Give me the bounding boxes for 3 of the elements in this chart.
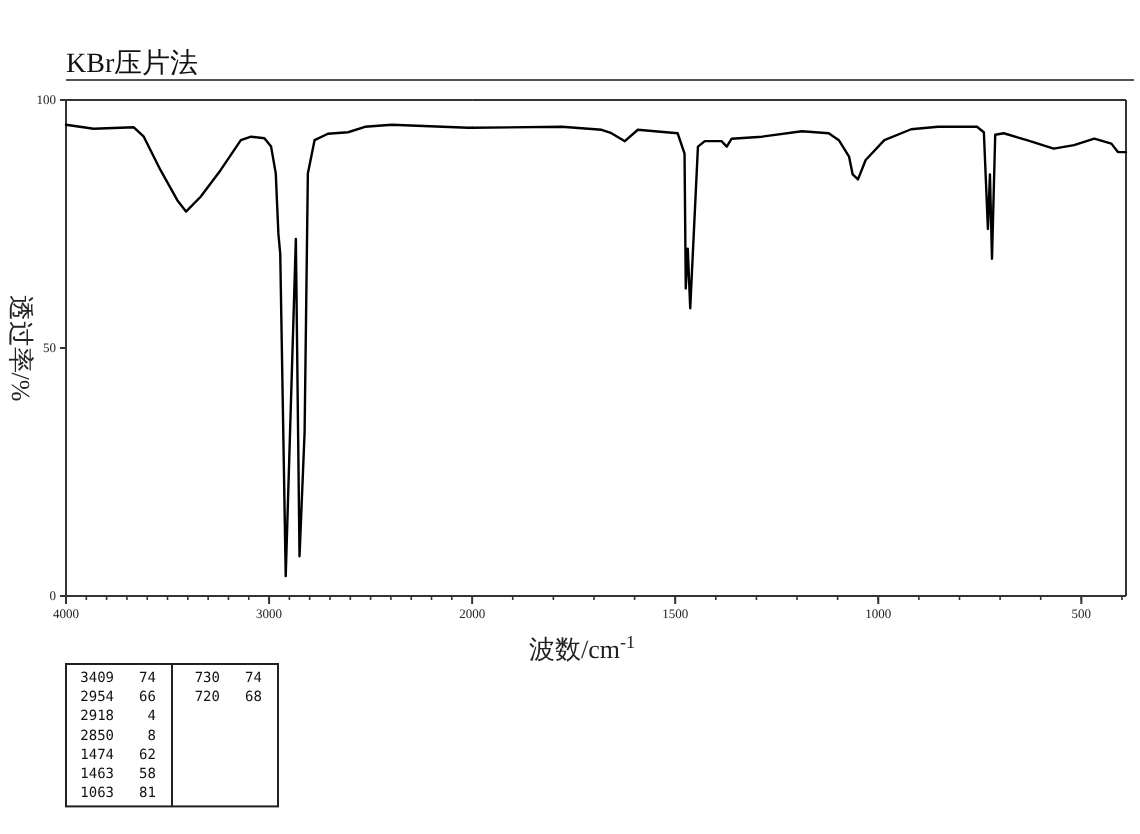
y-axis-title: 透过率/% (6, 294, 36, 402)
chart-title: KBr压片法 (66, 48, 199, 80)
x-axis-title: 波数/cm$^{-1}$ (528, 632, 636, 664)
